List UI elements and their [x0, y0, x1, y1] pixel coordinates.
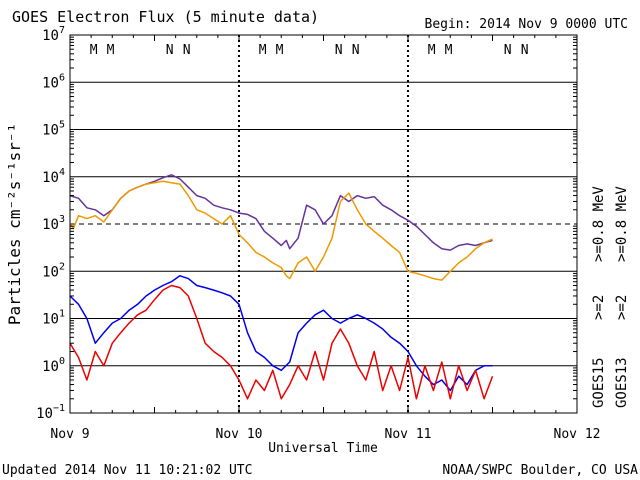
credit-label: NOAA/SWPC Boulder, CO USA: [442, 463, 638, 478]
x-tick-label: Nov 11: [385, 427, 432, 442]
legend-satellite-goes15: GOES15: [591, 357, 607, 408]
y-tick-label: 101: [42, 309, 65, 328]
series-line-goes15-0: [69, 174, 493, 251]
chart-title: GOES Electron Flux (5 minute data): [12, 8, 319, 26]
legend-mev-orange: >=0.8 MeV: [614, 186, 630, 262]
noon-midnight-marker: N: [166, 43, 174, 58]
y-tick-label: 100: [42, 356, 65, 375]
y-tick-label: 104: [42, 167, 65, 186]
x-axis: Nov 9 Nov 10 Nov 11 Nov 12: [50, 35, 600, 442]
y-tick-label: 103: [42, 214, 65, 233]
noon-midnight-marker: N: [352, 43, 360, 58]
noon-midnight-marker: M: [445, 43, 453, 58]
noon-midnight-marker: N: [504, 43, 512, 58]
legend-mev-purple: >=0.8 MeV: [591, 186, 607, 262]
legend-energy-red: >=2: [614, 295, 630, 320]
noon-midnight-marker: M: [428, 43, 436, 58]
noon-midnight-marker: N: [521, 43, 529, 58]
noon-midnight-marker: N: [183, 43, 191, 58]
y-axis-label: Particles cm⁻²s⁻¹sr⁻¹: [5, 123, 24, 325]
begin-label: Begin: 2014 Nov 9 0000 UTC: [425, 17, 629, 32]
legend-satellite-goes13: GOES13: [614, 357, 630, 408]
x-tick-label: Nov 9: [50, 427, 89, 442]
chart-grid: [70, 35, 577, 413]
noon-midnight-marker: N: [335, 43, 343, 58]
y-tick-label: 105: [42, 120, 65, 139]
series-line-goes13-3: [69, 284, 494, 400]
plot-frame: [69, 34, 578, 414]
legend: >=0.8 MeV >=0.8 MeV >=2 >=2 GOES15 GOES1…: [591, 186, 630, 408]
series-line-goes13-1: [69, 180, 493, 281]
legend-energy-blue: >=2: [591, 295, 607, 320]
noon-midnight-marker: M: [90, 43, 98, 58]
noon-midnight-marker: M: [276, 43, 284, 58]
x-axis-label: Universal Time: [268, 441, 378, 456]
noon-midnight-marker: M: [107, 43, 115, 58]
series-layer: [69, 174, 494, 400]
y-tick-label: 106: [42, 72, 65, 91]
x-tick-label: Nov 12: [554, 427, 601, 442]
noon-midnight-marker: M: [259, 43, 267, 58]
y-axis: 10−1 100 101 102 103 104 105 106 107: [36, 25, 577, 422]
y-tick-label: 10−1: [36, 403, 65, 422]
y-tick-label: 102: [42, 261, 65, 280]
y-tick-label: 107: [42, 25, 65, 44]
x-tick-label: Nov 10: [216, 427, 263, 442]
series-line-goes15-2: [69, 275, 493, 392]
updated-timestamp: Updated 2014 Nov 11 10:21:02 UTC: [2, 463, 252, 478]
